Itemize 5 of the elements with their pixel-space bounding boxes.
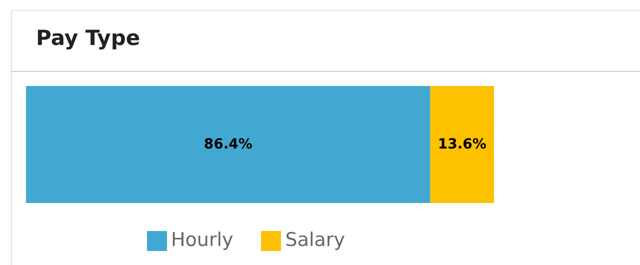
chart-title: Pay Type bbox=[36, 26, 140, 50]
data-label: 13.6% bbox=[438, 136, 486, 152]
legend-label: Salary bbox=[285, 229, 345, 251]
legend-label: Hourly bbox=[171, 229, 234, 251]
data-label: 86.4% bbox=[204, 136, 252, 152]
